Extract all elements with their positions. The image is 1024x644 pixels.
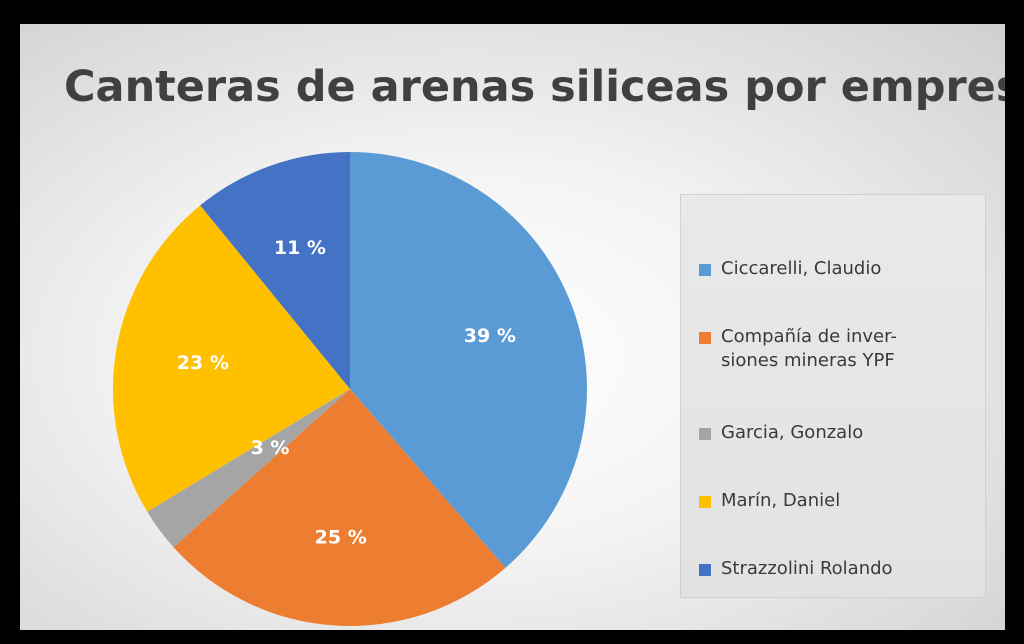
legend-item: Marín, Daniel — [699, 489, 840, 513]
chart-frame: Canteras de arenas siliceas por empresa … — [20, 24, 1005, 630]
pie-slice — [147, 389, 350, 548]
legend-label: Compañía de inver- siones mineras YPF — [721, 326, 897, 371]
legend-item: Compañía de inver- siones mineras YPF — [699, 325, 897, 373]
legend-swatch — [699, 332, 711, 344]
pie-chart: 39 % 25 % 3 % 23 % 11 % — [113, 152, 587, 627]
pie-slice — [200, 152, 350, 389]
slice-data-label: 23 % — [177, 352, 229, 374]
legend-swatch — [699, 264, 711, 276]
legend-swatch — [699, 564, 711, 576]
legend-label: Garcia, Gonzalo — [721, 422, 864, 443]
slice-data-label: 3 % — [251, 437, 290, 459]
legend-label: Marín, Daniel — [721, 490, 841, 511]
slice-data-label: 39 % — [464, 325, 516, 347]
legend-swatch — [699, 428, 711, 440]
pie-slice — [173, 389, 506, 627]
pie-slice — [113, 205, 351, 512]
legend: Ciccarelli, Claudio Compañía de inver- s… — [680, 194, 986, 598]
legend-label: Strazzolini Rolando — [721, 558, 893, 579]
legend-item: Garcia, Gonzalo — [699, 421, 863, 445]
pie-slice — [350, 152, 587, 568]
slice-data-label: 11 % — [274, 237, 326, 259]
legend-label: Ciccarelli, Claudio — [721, 258, 882, 279]
legend-item: Ciccarelli, Claudio — [699, 257, 881, 281]
slice-data-label: 25 % — [315, 527, 367, 549]
legend-item: Strazzolini Rolando — [699, 557, 893, 581]
legend-swatch — [699, 496, 711, 508]
chart-title: Canteras de arenas siliceas por empresa — [64, 62, 1005, 112]
